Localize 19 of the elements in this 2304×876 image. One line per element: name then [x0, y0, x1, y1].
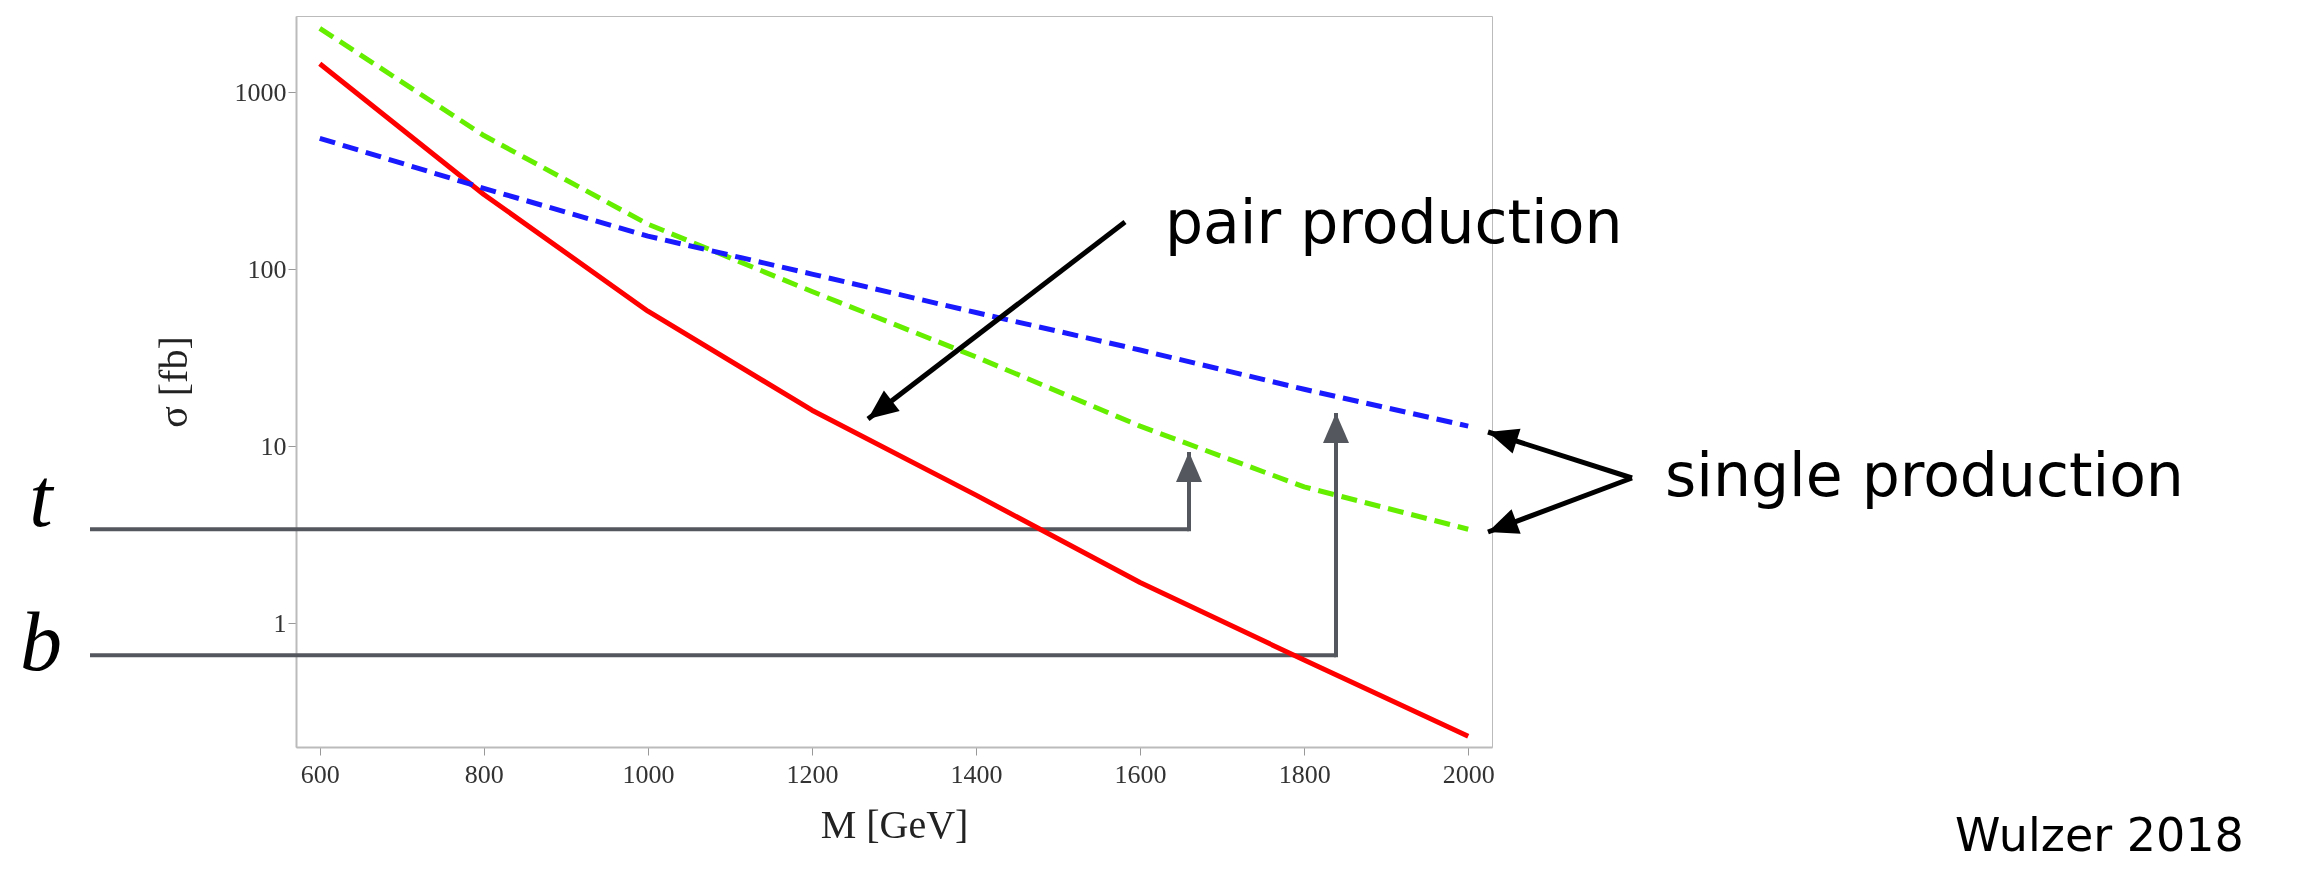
y-tick-label: 100	[247, 254, 287, 284]
x-tick-label: 1600	[1114, 759, 1167, 789]
annotation: pair production	[1165, 187, 1623, 257]
x-tick-label: 1000	[622, 759, 675, 789]
y-tick-label: 10	[260, 431, 287, 461]
ref-line-label: b	[20, 595, 62, 689]
x-tick-label: 1200	[786, 759, 839, 789]
y-tick-label: 1	[273, 608, 287, 638]
ref-line-label: t	[29, 451, 56, 545]
x-tick-label: 800	[464, 759, 504, 789]
x-axis-title: M [GeV]	[820, 801, 969, 847]
x-tick-label: 1800	[1278, 759, 1331, 789]
text: single production	[1665, 440, 2184, 510]
x-tick-label: 600	[300, 759, 340, 789]
text: Wulzer 2018	[1955, 808, 2244, 862]
x-tick-label: 2000	[1442, 759, 1495, 789]
y-axis-title: σ [fb]	[150, 336, 196, 428]
x-tick-label: 1400	[950, 759, 1003, 789]
y-tick-label: 1000	[234, 77, 287, 107]
